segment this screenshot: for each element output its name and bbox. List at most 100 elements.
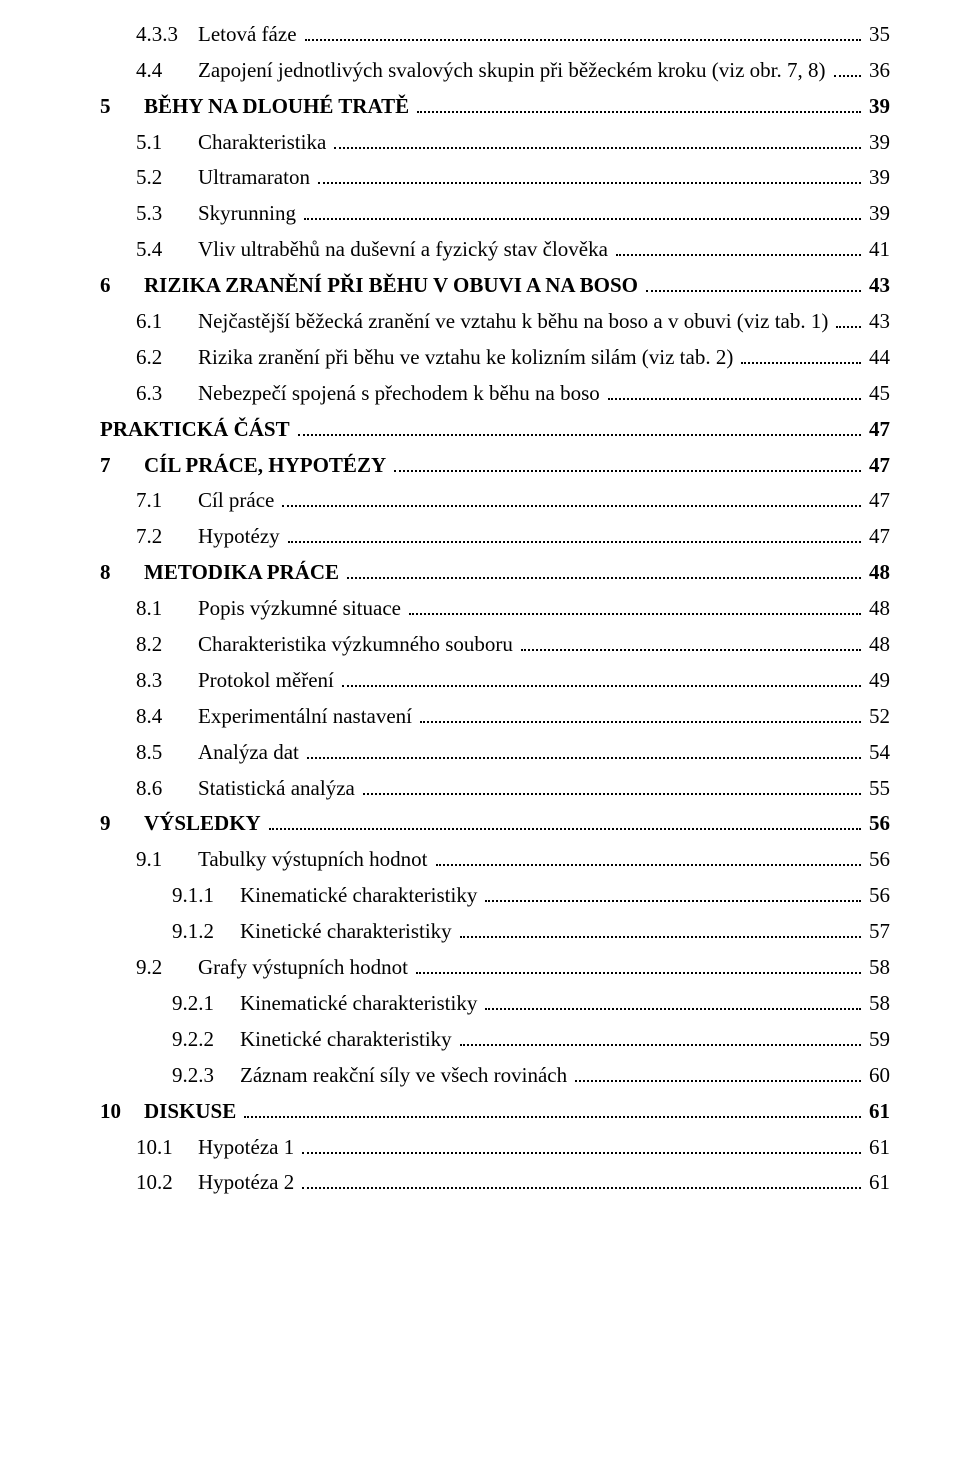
toc-leader-dots bbox=[416, 953, 861, 974]
toc-page-number: 44 bbox=[865, 345, 890, 370]
toc-label: Tabulky výstupních hodnot bbox=[198, 847, 432, 872]
toc-number: 8.3 bbox=[136, 668, 198, 693]
toc-entry: 8.5Analýza dat54 bbox=[136, 738, 890, 765]
toc-label: Kinetické charakteristiky bbox=[240, 1027, 456, 1052]
toc-leader-dots bbox=[420, 702, 861, 723]
toc-page-number: 48 bbox=[865, 632, 890, 657]
toc-page-number: 48 bbox=[865, 560, 890, 585]
toc-number: 7 bbox=[100, 453, 144, 478]
toc-number: 4.3.3 bbox=[136, 22, 198, 47]
toc-entry: 5.4Vliv ultraběhů na duševní a fyzický s… bbox=[136, 235, 890, 262]
toc-entry: 10DISKUSE61 bbox=[100, 1097, 890, 1124]
toc-page-number: 43 bbox=[865, 273, 890, 298]
toc-label: Hypotézy bbox=[198, 524, 284, 549]
toc-page-number: 56 bbox=[865, 847, 890, 872]
toc-page-number: 55 bbox=[865, 776, 890, 801]
toc-entry: 8.4Experimentální nastavení52 bbox=[136, 702, 890, 729]
toc-leader-dots bbox=[521, 630, 861, 651]
toc-entry: 4.3.3Letová fáze35 bbox=[136, 20, 890, 47]
toc-number: 5 bbox=[100, 94, 144, 119]
toc-page-number: 60 bbox=[865, 1063, 890, 1088]
toc-label: RIZIKA ZRANĚNÍ PŘI BĚHU V OBUVI A NA BOS… bbox=[144, 273, 642, 298]
toc-number: 9.2 bbox=[136, 955, 198, 980]
toc-leader-dots bbox=[409, 594, 861, 615]
toc-leader-dots bbox=[575, 1061, 861, 1082]
toc-entry: 9VÝSLEDKY56 bbox=[100, 810, 890, 837]
toc-page-number: 57 bbox=[865, 919, 890, 944]
toc-leader-dots bbox=[460, 917, 861, 938]
toc-number: 6.1 bbox=[136, 309, 198, 334]
toc-leader-dots bbox=[304, 199, 861, 220]
toc-entry: 9.2Grafy výstupních hodnot58 bbox=[136, 953, 890, 980]
toc-label: Charakteristika bbox=[198, 130, 330, 155]
toc-leader-dots bbox=[616, 235, 861, 256]
toc-number: 10.1 bbox=[136, 1135, 198, 1160]
toc-entry: 9.2.2Kinetické charakteristiky59 bbox=[172, 1025, 890, 1052]
toc-label: Charakteristika výzkumného souboru bbox=[198, 632, 517, 657]
toc-leader-dots bbox=[646, 271, 861, 292]
toc-entry: PRAKTICKÁ ČÁST47 bbox=[100, 415, 890, 442]
toc-label: Skyrunning bbox=[198, 201, 300, 226]
toc-label: Záznam reakční síly ve všech rovinách bbox=[240, 1063, 571, 1088]
toc-page-number: 39 bbox=[865, 201, 890, 226]
toc-label: Zapojení jednotlivých svalových skupin p… bbox=[198, 58, 830, 83]
toc-page-number: 39 bbox=[865, 130, 890, 155]
toc-page-number: 47 bbox=[865, 453, 890, 478]
toc-label: Experimentální nastavení bbox=[198, 704, 416, 729]
toc-leader-dots bbox=[363, 774, 861, 795]
toc-page-number: 58 bbox=[865, 955, 890, 980]
toc-page-number: 47 bbox=[865, 417, 890, 442]
toc-label: Protokol měření bbox=[198, 668, 338, 693]
toc-page-number: 59 bbox=[865, 1027, 890, 1052]
toc-label: Cíl práce bbox=[198, 488, 278, 513]
toc-leader-dots bbox=[302, 1169, 861, 1190]
toc-label: Kinetické charakteristiky bbox=[240, 919, 456, 944]
toc-leader-dots bbox=[244, 1097, 861, 1118]
toc-leader-dots bbox=[485, 989, 861, 1010]
toc-page-number: 61 bbox=[865, 1170, 890, 1195]
toc-label: Nejčastější běžecká zranění ve vztahu k … bbox=[198, 309, 832, 334]
toc-page-number: 47 bbox=[865, 524, 890, 549]
toc-entry: 9.1.1Kinematické charakteristiky56 bbox=[172, 881, 890, 908]
toc-number: 8.5 bbox=[136, 740, 198, 765]
toc-leader-dots bbox=[282, 487, 861, 508]
toc-number: 8 bbox=[100, 560, 144, 585]
toc-entry: 8.6Statistická analýza55 bbox=[136, 774, 890, 801]
toc-number: 8.4 bbox=[136, 704, 198, 729]
toc-entry: 9.1Tabulky výstupních hodnot56 bbox=[136, 845, 890, 872]
toc-leader-dots bbox=[307, 738, 861, 759]
toc-label: Statistická analýza bbox=[198, 776, 359, 801]
toc-leader-dots bbox=[394, 451, 861, 472]
toc-entry: 4.4Zapojení jednotlivých svalových skupi… bbox=[136, 56, 890, 83]
toc-page-number: 39 bbox=[865, 94, 890, 119]
toc-label: CÍL PRÁCE, HYPOTÉZY bbox=[144, 453, 390, 478]
toc-label: Letová fáze bbox=[198, 22, 301, 47]
toc-leader-dots bbox=[460, 1025, 861, 1046]
toc-entry: 5BĚHY NA DLOUHÉ TRATĚ39 bbox=[100, 92, 890, 119]
toc-leader-dots bbox=[302, 1133, 861, 1154]
toc-number: 7.2 bbox=[136, 524, 198, 549]
toc-page-number: 58 bbox=[865, 991, 890, 1016]
toc-page-number: 41 bbox=[865, 237, 890, 262]
toc-leader-dots bbox=[288, 522, 861, 543]
toc-entry: 6.2Rizika zranění při běhu ve vztahu ke … bbox=[136, 343, 890, 370]
toc-label: Popis výzkumné situace bbox=[198, 596, 405, 621]
toc-label: Hypotéza 2 bbox=[198, 1170, 298, 1195]
toc-page-number: 56 bbox=[865, 883, 890, 908]
toc-entry: 5.2Ultramaraton39 bbox=[136, 164, 890, 191]
toc-page-number: 56 bbox=[865, 811, 890, 836]
toc-number: 8.1 bbox=[136, 596, 198, 621]
toc-number: 5.3 bbox=[136, 201, 198, 226]
toc-leader-dots bbox=[608, 379, 861, 400]
toc-number: 9 bbox=[100, 811, 144, 836]
toc-leader-dots bbox=[836, 307, 861, 328]
toc-entry: 8.3Protokol měření49 bbox=[136, 666, 890, 693]
toc-entry: 7CÍL PRÁCE, HYPOTÉZY 47 bbox=[100, 451, 890, 478]
toc-entry: 9.2.1Kinematické charakteristiky58 bbox=[172, 989, 890, 1016]
toc-entry: 9.2.3Záznam reakční síly ve všech roviná… bbox=[172, 1061, 890, 1088]
toc-leader-dots bbox=[436, 845, 861, 866]
toc-number: 5.2 bbox=[136, 165, 198, 190]
toc-number: 9.2.3 bbox=[172, 1063, 240, 1088]
toc-leader-dots bbox=[334, 128, 861, 149]
toc-leader-dots bbox=[417, 92, 861, 113]
